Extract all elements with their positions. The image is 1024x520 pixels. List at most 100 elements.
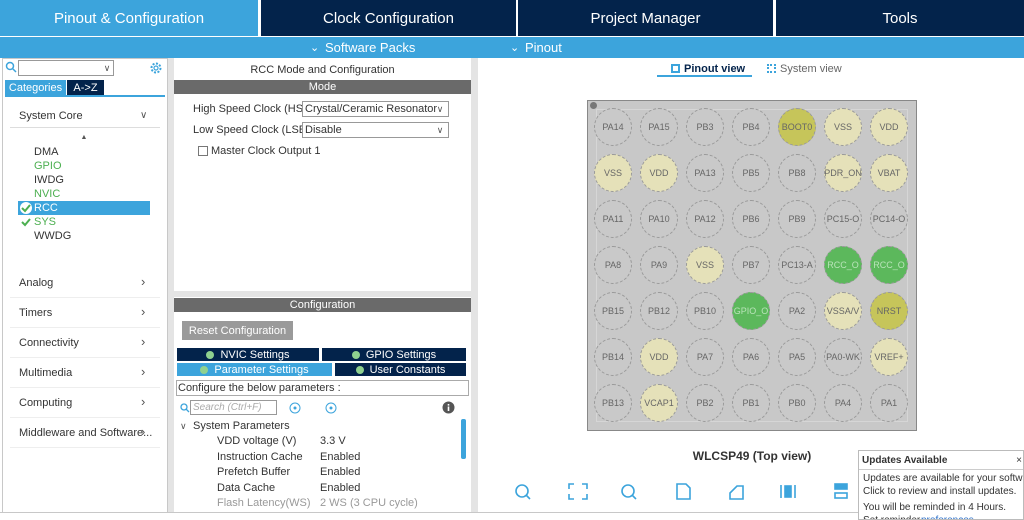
main-tab[interactable]: Tools xyxy=(776,0,1024,36)
pin[interactable]: PA1 xyxy=(870,384,908,422)
pin[interactable]: VDD xyxy=(640,154,678,192)
pin[interactable]: PA10 xyxy=(640,200,678,238)
param-name[interactable]: Prefetch Buffer xyxy=(217,466,291,478)
select[interactable]: Crystal/Ceramic Resonator xyxy=(302,101,449,117)
pin[interactable]: PA8 xyxy=(594,246,632,284)
param-value[interactable]: 2 WS (3 CPU cycle) xyxy=(320,497,418,509)
pin[interactable]: PB2 xyxy=(686,384,724,422)
category-item[interactable]: Timers xyxy=(19,306,53,319)
param-name[interactable]: Flash Latency(WS) xyxy=(217,497,311,509)
main-tab[interactable]: Project Manager xyxy=(518,0,773,36)
config-tab[interactable]: GPIO Settings xyxy=(321,347,467,362)
search-input[interactable] xyxy=(18,60,114,76)
config-tab[interactable]: NVIC Settings xyxy=(176,347,320,362)
pin[interactable]: VSS xyxy=(594,154,632,192)
pin[interactable]: PB4 xyxy=(732,108,770,146)
pin[interactable]: RCC_O xyxy=(824,246,862,284)
search-input[interactable]: Search (Ctrl+F) xyxy=(190,400,277,415)
category-item[interactable]: Connectivity xyxy=(19,336,79,349)
select[interactable]: Disable xyxy=(302,122,449,138)
view-tab[interactable]: System view xyxy=(780,63,842,75)
category-tab[interactable]: A->Z xyxy=(67,80,104,95)
peripheral-item[interactable]: GPIO xyxy=(34,160,62,172)
main-tab[interactable]: Pinout & Configuration xyxy=(0,0,258,36)
pin[interactable]: PA9 xyxy=(640,246,678,284)
pin[interactable]: PB9 xyxy=(778,200,816,238)
group-header[interactable]: System Core xyxy=(19,109,83,122)
button[interactable]: Reset Configuration xyxy=(182,321,293,340)
pin[interactable]: PA6 xyxy=(732,338,770,376)
category-tab[interactable]: Categories xyxy=(5,80,66,95)
pin[interactable]: PA2 xyxy=(778,292,816,330)
param-group[interactable]: System Parameters xyxy=(193,420,290,432)
prev-icon[interactable] xyxy=(289,402,301,414)
pin[interactable]: PC15-O xyxy=(824,200,862,238)
pin[interactable]: BOOT0 xyxy=(778,108,816,146)
param-value[interactable]: Enabled xyxy=(320,466,361,478)
notification-link[interactable]: preferences xyxy=(921,514,974,519)
pin[interactable]: PB7 xyxy=(732,246,770,284)
pin[interactable]: VDD xyxy=(870,108,908,146)
pin[interactable]: PB8 xyxy=(778,154,816,192)
pin[interactable]: PA5 xyxy=(778,338,816,376)
pin[interactable]: VSS xyxy=(824,108,862,146)
settings-icon[interactable] xyxy=(149,61,163,75)
pin[interactable]: PB3 xyxy=(686,108,724,146)
pin[interactable]: VSS xyxy=(686,246,724,284)
pin[interactable]: VBAT xyxy=(870,154,908,192)
pin[interactable]: PA11 xyxy=(594,200,632,238)
param-name[interactable]: Instruction Cache xyxy=(217,450,303,463)
category-item[interactable]: Multimedia xyxy=(19,366,73,379)
sub-tab[interactable]: Software Packs xyxy=(325,40,416,55)
pin[interactable]: PA13 xyxy=(686,154,724,192)
param-name[interactable]: VDD voltage (V) xyxy=(217,435,297,447)
pin[interactable]: PB5 xyxy=(732,154,770,192)
pin[interactable]: PC13-A xyxy=(778,246,816,284)
pin[interactable]: PA12 xyxy=(686,200,724,238)
pin[interactable]: PB0 xyxy=(778,384,816,422)
next-icon[interactable] xyxy=(325,402,337,414)
view-tab[interactable]: Pinout view xyxy=(684,63,746,75)
pin[interactable]: PC14-O xyxy=(870,200,908,238)
param-name[interactable]: Data Cache xyxy=(217,481,276,494)
pin[interactable]: PA4 xyxy=(824,384,862,422)
main-tab[interactable]: Clock Configuration xyxy=(261,0,516,36)
peripheral-item[interactable]: WWDG xyxy=(34,230,72,242)
pin[interactable]: PB13 xyxy=(594,384,632,422)
scroll-up[interactable]: ▲ xyxy=(80,133,88,141)
checkbox-label[interactable]: Master Clock Output 1 xyxy=(211,145,321,157)
pin[interactable]: PB10 xyxy=(686,292,724,330)
category-item[interactable]: Computing xyxy=(19,396,73,409)
dropdown-arrow[interactable]: ∨ xyxy=(103,62,111,73)
pin[interactable]: PDR_ON xyxy=(824,154,862,192)
close-button[interactable]: × xyxy=(1016,454,1022,466)
peripheral-item[interactable]: IWDG xyxy=(34,174,64,186)
dropdown-arrow[interactable]: ∨ xyxy=(436,124,444,135)
notification[interactable]: Updates Available × Updates are available … xyxy=(858,450,1024,520)
pin[interactable]: PA0-WK xyxy=(824,338,862,376)
pin[interactable]: PB15 xyxy=(594,292,632,330)
pin[interactable]: PA14 xyxy=(594,108,632,146)
pin[interactable]: PB12 xyxy=(640,292,678,330)
scrollbar[interactable] xyxy=(461,419,466,459)
pin[interactable]: PB1 xyxy=(732,384,770,422)
pin[interactable]: GPIO_O xyxy=(732,292,770,330)
param-value[interactable]: 3.3 V xyxy=(320,435,346,447)
pin[interactable]: PB6 xyxy=(732,200,770,238)
pin[interactable]: VSSA/V xyxy=(824,292,862,330)
config-tab[interactable]: Parameter Settings xyxy=(176,362,333,377)
pin[interactable]: RCC_O xyxy=(870,246,908,284)
info-icon[interactable] xyxy=(442,401,455,414)
pin[interactable]: PB14 xyxy=(594,338,632,376)
peripheral-item[interactable]: SYS xyxy=(34,216,57,228)
pin[interactable]: NRST xyxy=(870,292,908,330)
dropdown-arrow[interactable]: ∨ xyxy=(436,103,444,114)
peripheral-item[interactable]: DMA xyxy=(34,146,59,158)
peripheral-item[interactable]: RCC xyxy=(34,202,58,214)
pin[interactable]: PA7 xyxy=(686,338,724,376)
config-tab[interactable]: User Constants xyxy=(334,362,467,377)
checkbox[interactable] xyxy=(198,146,208,156)
category-item[interactable]: Analog xyxy=(19,276,54,289)
param-value[interactable]: Enabled xyxy=(320,450,361,463)
pin[interactable]: VDD xyxy=(640,338,678,376)
